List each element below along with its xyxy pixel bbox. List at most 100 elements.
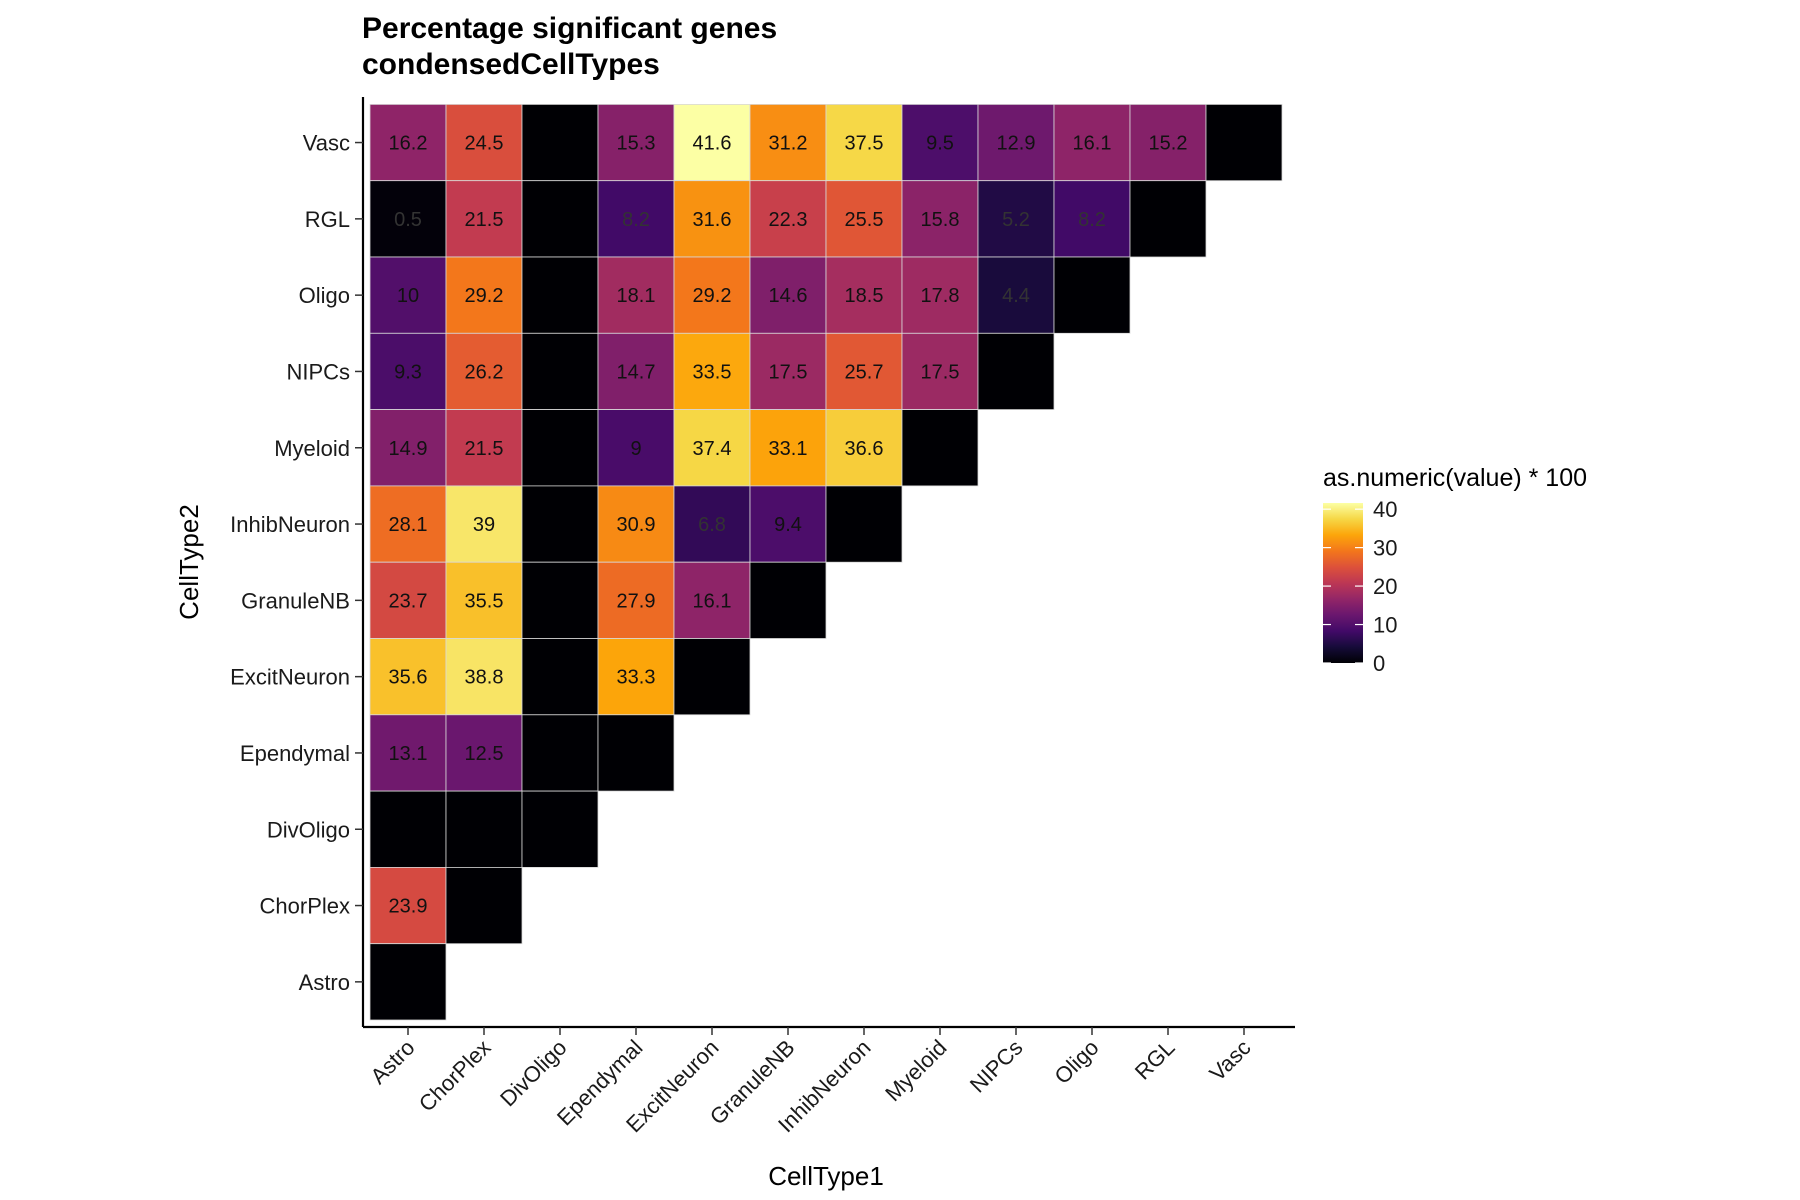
y-tick-label-granulenb: GranuleNB (241, 588, 350, 613)
y-tick-label-nipcs: NIPCs (286, 359, 350, 384)
cell-label-chorplex-vasc: 24.5 (465, 133, 504, 155)
x-tick-label-astro: Astro (366, 1035, 420, 1089)
axes (361, 97, 1295, 1029)
cell-astro-chorplex (369, 867, 447, 945)
cell-label-excitneuron-rgl: 31.6 (693, 209, 732, 231)
cell-astro-excitneuron (369, 638, 447, 716)
cell-chorplex-ependymal (445, 714, 523, 792)
cell-excitneuron-nipcs (673, 332, 751, 410)
heatmap-cells: 16.2 24.5 15.3 41.6 31.2 37.5 9.5 12.9 16.1 15.2 0… (369, 104, 1283, 1021)
y-tick-labels: Astro ChorPlex DivOligo Ependymal ExcitNeuro… (230, 131, 363, 995)
legend-tick-label-40: 40 (1373, 497, 1397, 522)
cell-label-astro-nipcs: 9.3 (394, 361, 422, 383)
cell-chorplex-oligo (445, 256, 523, 334)
cell-astro-granulenb (369, 561, 447, 639)
legend-tick-label-20: 20 (1373, 574, 1397, 599)
y-tick-label-oligo: Oligo (299, 283, 350, 308)
cell-divoligo-vasc (521, 104, 599, 182)
cell-label-excitneuron-granulenb: 16.1 (693, 590, 732, 612)
cell-label-ependymal-excitneuron: 33.3 (617, 667, 656, 689)
cell-ependymal-granulenb (597, 561, 675, 639)
legend-title: as.numeric(value) * 100 (1323, 464, 1587, 492)
cell-chorplex-divoligo (445, 790, 523, 868)
cell-ependymal-ependymal (597, 714, 675, 792)
legend-tick-label-0: 0 (1373, 651, 1385, 676)
x-tick-label-nipcs: NIPCs (965, 1035, 1028, 1098)
cell-label-astro-inhibneuron: 28.1 (389, 514, 428, 536)
cell-rgl-vasc (1129, 104, 1207, 182)
cell-divoligo-inhibneuron (521, 485, 599, 563)
cell-label-chorplex-excitneuron: 38.8 (465, 667, 504, 689)
y-tick-label-astro: Astro (299, 970, 350, 995)
cell-inhibneuron-rgl (825, 180, 903, 258)
cell-granulenb-myeloid (749, 409, 827, 487)
cell-ependymal-rgl (597, 180, 675, 258)
cell-label-astro-oligo: 10 (397, 285, 419, 307)
cell-label-oligo-vasc: 16.1 (1073, 133, 1112, 155)
cell-excitneuron-vasc (673, 104, 751, 182)
cell-label-astro-rgl: 0.5 (394, 209, 422, 231)
cell-inhibneuron-inhibneuron (825, 485, 903, 563)
cell-astro-ependymal (369, 714, 447, 792)
cell-rgl-rgl (1129, 180, 1207, 258)
cell-label-granulenb-myeloid: 33.1 (769, 438, 808, 460)
legend-colorbar (1323, 503, 1363, 663)
cell-label-granulenb-vasc: 31.2 (769, 133, 808, 155)
cell-label-inhibneuron-vasc: 37.5 (845, 133, 884, 155)
cell-label-inhibneuron-myeloid: 36.6 (845, 438, 884, 460)
chart-title: Percentage significant genes condensedCe… (362, 12, 777, 81)
cell-nipcs-nipcs (977, 332, 1055, 410)
y-tick-label-divoligo: DivOligo (267, 817, 350, 842)
cell-astro-vasc (369, 104, 447, 182)
cell-label-chorplex-inhibneuron: 39 (473, 514, 495, 536)
cell-divoligo-divoligo (521, 790, 599, 868)
cell-label-excitneuron-inhibneuron: 6.8 (698, 514, 726, 536)
y-tick-label-myeloid: Myeloid (274, 436, 350, 461)
cell-excitneuron-rgl (673, 180, 751, 258)
cell-granulenb-inhibneuron (749, 485, 827, 563)
cell-chorplex-inhibneuron (445, 485, 523, 563)
x-tick-label-oligo: Oligo (1050, 1035, 1104, 1089)
legend-tick-label-10: 10 (1373, 613, 1397, 638)
cell-chorplex-granulenb (445, 561, 523, 639)
cell-divoligo-ependymal (521, 714, 599, 792)
cell-label-nipcs-rgl: 5.2 (1002, 209, 1030, 231)
cell-oligo-oligo (1053, 256, 1131, 334)
y-tick-label-ependymal: Ependymal (240, 741, 350, 766)
cell-chorplex-excitneuron (445, 638, 523, 716)
cell-label-chorplex-granulenb: 35.5 (465, 590, 504, 612)
cell-label-granulenb-nipcs: 17.5 (769, 361, 808, 383)
cell-chorplex-vasc (445, 104, 523, 182)
cell-astro-myeloid (369, 409, 447, 487)
cell-inhibneuron-myeloid (825, 409, 903, 487)
cell-nipcs-vasc (977, 104, 1055, 182)
cell-label-chorplex-oligo: 29.2 (465, 285, 504, 307)
cell-label-ependymal-vasc: 15.3 (617, 133, 656, 155)
cell-excitneuron-myeloid (673, 409, 751, 487)
cell-label-ependymal-oligo: 18.1 (617, 285, 656, 307)
chart-title-line-1: Percentage significant genes (362, 12, 777, 45)
cell-ependymal-inhibneuron (597, 485, 675, 563)
cell-ependymal-vasc (597, 104, 675, 182)
y-tick-label-vasc: Vasc (303, 131, 350, 156)
cell-label-inhibneuron-rgl: 25.5 (845, 209, 884, 231)
cell-vasc-vasc (1205, 104, 1283, 182)
cell-astro-divoligo (369, 790, 447, 868)
cell-label-chorplex-rgl: 21.5 (465, 209, 504, 231)
cell-label-rgl-vasc: 15.2 (1149, 133, 1188, 155)
cell-label-astro-granulenb: 23.7 (389, 590, 428, 612)
cell-label-myeloid-oligo: 17.8 (921, 285, 960, 307)
x-tick-label-divoligo: DivOligo (495, 1035, 571, 1111)
cell-label-inhibneuron-oligo: 18.5 (845, 285, 884, 307)
cell-divoligo-myeloid (521, 409, 599, 487)
cell-chorplex-nipcs (445, 332, 523, 410)
cell-label-myeloid-vasc: 9.5 (926, 133, 954, 155)
cell-granulenb-vasc (749, 104, 827, 182)
cell-label-astro-chorplex: 23.9 (389, 896, 428, 918)
cell-divoligo-rgl (521, 180, 599, 258)
cell-oligo-rgl (1053, 180, 1131, 258)
cell-label-excitneuron-vasc: 41.6 (693, 133, 732, 155)
legend-tick-label-30: 30 (1373, 536, 1397, 561)
cell-label-ependymal-myeloid: 9 (630, 438, 641, 460)
cell-label-ependymal-nipcs: 14.7 (617, 361, 656, 383)
